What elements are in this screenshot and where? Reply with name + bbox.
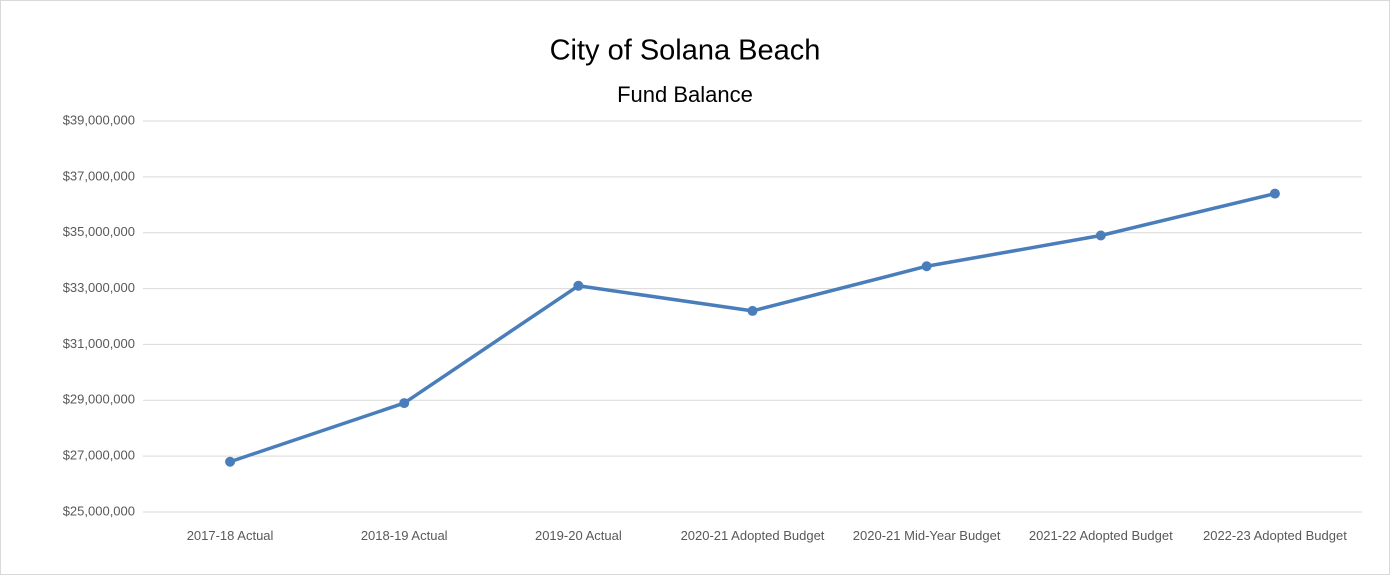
point: [747, 305, 758, 316]
y-tick-label: $33,000,000: [63, 280, 135, 295]
y-tick-label: $39,000,000: [63, 112, 135, 127]
chart-title: City of Solana Beach: [550, 35, 821, 67]
point: [1095, 230, 1106, 241]
point: [399, 398, 410, 409]
y-tick-label: $37,000,000: [63, 168, 135, 183]
point: [225, 456, 236, 467]
x-tick-label: 2018-19 Actual: [360, 528, 448, 543]
y-tick-label: $25,000,000: [63, 503, 135, 518]
chart-subtitle: Fund Balance: [617, 82, 753, 107]
x-tick-label: 2020-21 Mid-Year Budget: [852, 528, 1001, 543]
y-tick-label: $31,000,000: [63, 336, 135, 351]
y-tick-label: $29,000,000: [63, 392, 135, 407]
y-tick-label: $35,000,000: [63, 224, 135, 239]
x-tick-label: 2020-21 Adopted Budget: [680, 528, 825, 543]
x-tick-label: 2017-18 Actual: [186, 528, 274, 543]
x-tick-label: 2022-23 Adopted Budget: [1202, 528, 1347, 543]
y-tick-label: $27,000,000: [63, 448, 135, 463]
x-tick-label: 2021-22 Adopted Budget: [1028, 528, 1173, 543]
point: [573, 280, 584, 291]
x-tick-label: 2019-20 Actual: [534, 528, 622, 543]
point: [921, 261, 932, 272]
point: [1269, 188, 1280, 199]
